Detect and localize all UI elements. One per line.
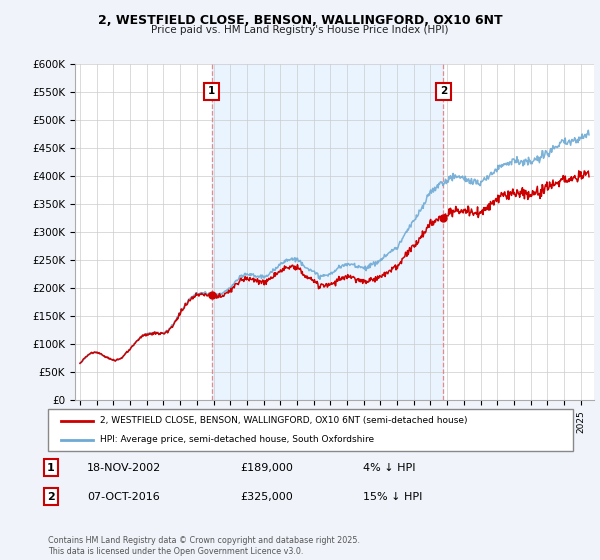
Text: Price paid vs. HM Land Registry's House Price Index (HPI): Price paid vs. HM Land Registry's House …	[151, 25, 449, 35]
Text: £189,000: £189,000	[240, 463, 293, 473]
Text: 2, WESTFIELD CLOSE, BENSON, WALLINGFORD, OX10 6NT: 2, WESTFIELD CLOSE, BENSON, WALLINGFORD,…	[98, 14, 502, 27]
Text: 2: 2	[440, 86, 447, 96]
Text: 2: 2	[47, 492, 55, 502]
Bar	[212, 64, 443, 400]
Text: 2, WESTFIELD CLOSE, BENSON, WALLINGFORD, OX10 6NT (semi-detached house): 2, WESTFIELD CLOSE, BENSON, WALLINGFORD,…	[101, 416, 468, 425]
Text: 07-OCT-2016: 07-OCT-2016	[87, 492, 160, 502]
Text: Contains HM Land Registry data © Crown copyright and database right 2025.
This d: Contains HM Land Registry data © Crown c…	[48, 536, 360, 556]
Text: 1: 1	[47, 463, 55, 473]
Text: 18-NOV-2002: 18-NOV-2002	[87, 463, 161, 473]
FancyBboxPatch shape	[48, 409, 573, 451]
Text: £325,000: £325,000	[240, 492, 293, 502]
Text: 1: 1	[208, 86, 215, 96]
Text: 4% ↓ HPI: 4% ↓ HPI	[363, 463, 415, 473]
Text: 15% ↓ HPI: 15% ↓ HPI	[363, 492, 422, 502]
Text: HPI: Average price, semi-detached house, South Oxfordshire: HPI: Average price, semi-detached house,…	[101, 435, 374, 445]
